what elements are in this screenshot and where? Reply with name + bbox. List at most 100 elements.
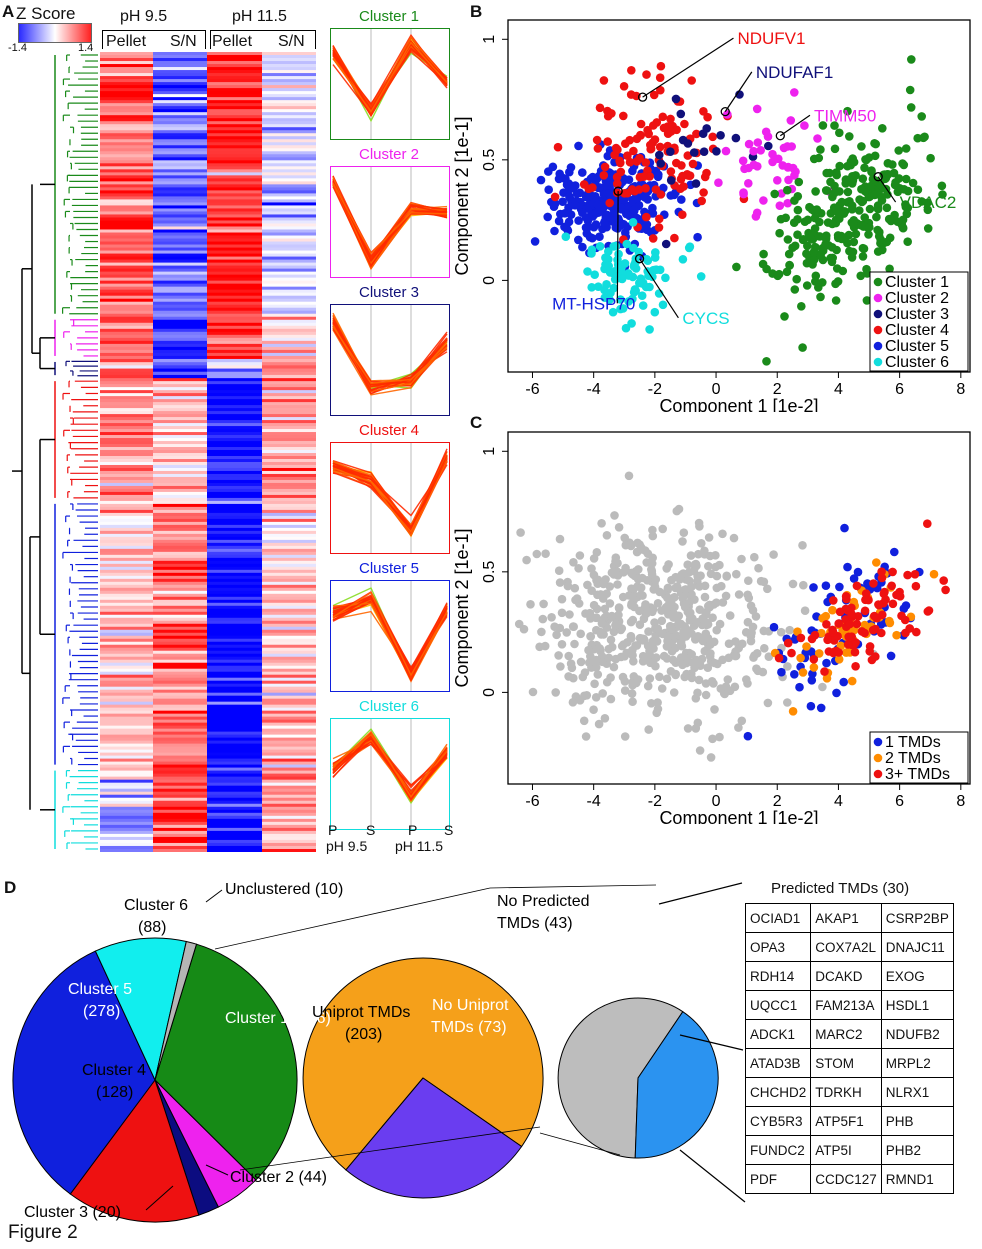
heatmap-cell [100,217,153,221]
scatter-point [877,573,887,583]
scatter-point [843,640,853,649]
heatmap-cell [100,530,153,535]
heatmap-cell [262,226,316,230]
table-row: OCIAD1 AKAP1 CSRP2BP [744,903,954,933]
heatmap-cell [262,223,316,227]
scatter-point [858,252,868,261]
heatmap-cell [100,301,153,306]
scatter-point [857,184,866,194]
heatmap-cell [262,307,316,312]
scatter-point [714,178,723,187]
scatter-point [743,617,753,627]
cluster-profile-plot [330,580,450,692]
scatter-point [666,176,676,185]
scatter-point [586,632,595,641]
heatmap-cell [207,208,262,212]
heatmap-cell [207,64,262,68]
annotation-marker [634,254,645,264]
heatmap-cell [262,444,316,448]
heatmap-cell [262,247,316,251]
heatmap-cell [153,381,207,385]
scatter-point [750,651,759,660]
scatter-point [867,166,876,175]
scatter-point [618,672,628,682]
heatmap-cell [153,614,207,619]
scatter-point [618,304,628,313]
scatter-point [724,639,734,648]
heatmap-cell [153,638,207,643]
heatmap-cell [100,274,153,279]
heatmap-cell [153,839,207,844]
heatmap-cell [207,355,262,360]
y-axis-label: Component 2 [1e-1] [452,528,472,687]
heatmap-cell [262,384,316,388]
heatmap-cell [262,833,316,838]
heatmap-cell [262,554,316,559]
heatmap-cell [100,749,153,754]
scatter-point [841,179,850,188]
heatmap-cell [262,620,316,625]
heatmap-cell [262,426,316,430]
heatmap-cell [153,157,207,161]
scatter-point [605,599,615,608]
heatmap-cell [153,623,207,628]
heatmap-cell [207,617,262,622]
scatter-point [798,235,808,245]
heatmap-cell [153,277,207,282]
heatmap-cell [207,447,262,451]
heatmap-cell [207,488,262,493]
heatmap-cell [207,340,262,345]
scatter-point [795,682,804,692]
heatmap-cell [100,806,153,811]
scatter-point [678,135,688,145]
scatter-point [654,223,664,232]
heatmap-cell [262,112,316,116]
heatmap-cell [100,229,153,233]
x-axis-label: Component 1 [1e-2] [659,396,818,412]
scatter-point [599,579,608,589]
scatter-point [645,674,655,683]
heatmap-cell [100,707,153,712]
heatmap-cell [262,575,316,580]
scatter-point [593,200,603,210]
scatter-point [803,241,812,251]
heatmap-cell [100,566,153,571]
scatter-point [821,186,831,195]
scatter-point [589,600,599,610]
scatter-point [543,212,552,222]
heatmap-cell [262,253,316,257]
heatmap-cell [100,390,153,394]
scatter-point [761,127,771,137]
heatmap-cell [207,518,262,523]
scatter-point [705,602,714,612]
scatter-point [843,606,852,615]
heatmap-cell [262,728,316,733]
heatmap-cell [262,674,316,679]
heatmap-cell [262,232,316,236]
heatmap-cell [153,764,207,768]
scatter-point [604,255,613,264]
heatmap-cell [207,435,262,439]
pie-connector-line [489,884,657,889]
pie-label-c6b: (88) [138,919,166,936]
heatmap-cell [207,536,262,541]
heatmap-cell [100,232,153,236]
pie-all [12,937,298,1223]
heatmap-cell [207,776,262,781]
profile-line [332,312,448,388]
heatmap-cell [262,524,316,529]
heatmap-cell [262,142,316,146]
heatmap-cell [262,716,316,721]
heatmap-cell [153,343,207,348]
scatter-point [539,599,548,609]
heatmap-cell [153,160,207,164]
scatter-point [558,197,567,206]
heatmap-cell [262,515,316,520]
heatmap-cell [153,61,207,65]
scatter-point [693,232,702,242]
heatmap-cell [207,806,262,811]
table-cell: PDF [744,1164,812,1194]
heatmap-cell [207,79,262,83]
heatmap-cell [100,506,153,511]
pie-slice-cluster1 [154,943,298,1181]
